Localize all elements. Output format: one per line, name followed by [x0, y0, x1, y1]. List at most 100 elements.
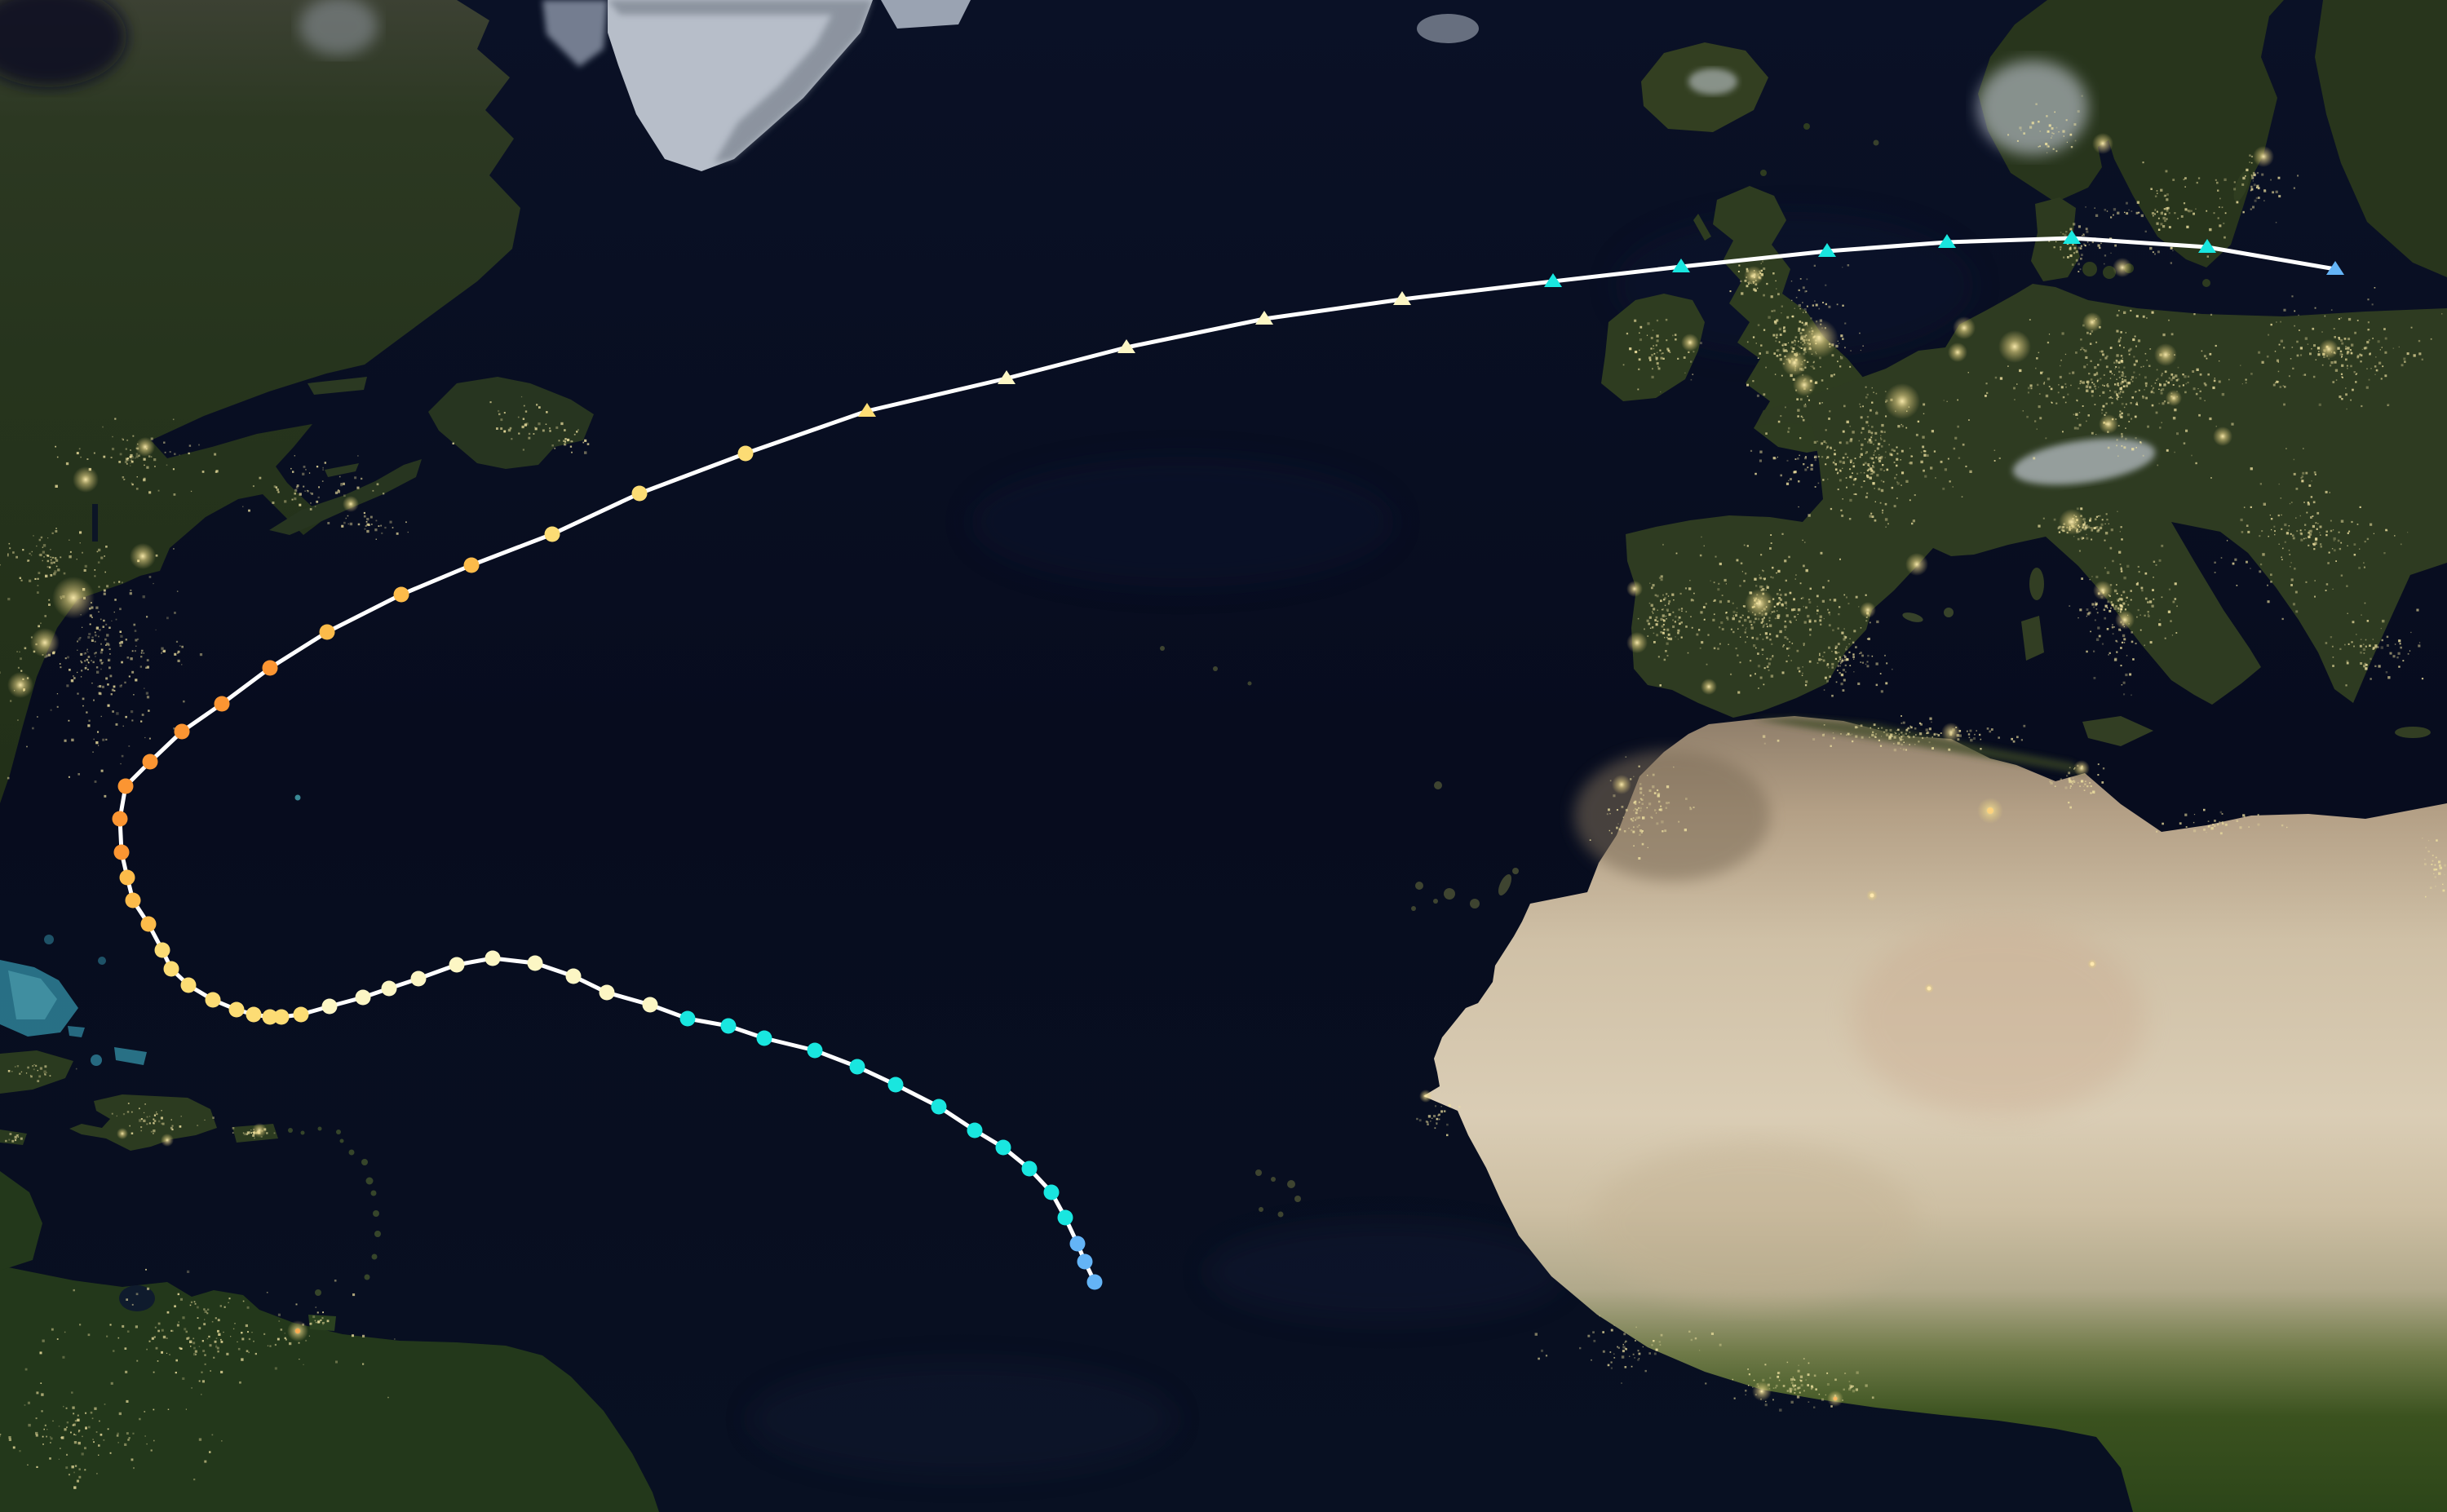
- crete: [2395, 727, 2431, 738]
- city-glow: [1998, 330, 2031, 363]
- city-glow: [2319, 339, 2339, 359]
- city-glow: [343, 496, 359, 512]
- city-glow: [2099, 414, 2118, 434]
- city-glow: [252, 1123, 267, 1138]
- track-point-circle: [995, 1139, 1011, 1156]
- hebrides: [1693, 214, 1711, 241]
- mallorca: [1902, 612, 1923, 622]
- track-point-circle: [527, 955, 543, 971]
- track-point-circle: [381, 980, 397, 997]
- track-point-circle: [849, 1059, 865, 1075]
- atlas-mountains: [1574, 750, 1770, 881]
- north-america-landmass: [0, 0, 594, 803]
- greenland-east-fragment: [881, 0, 971, 29]
- track-point-circle: [642, 997, 658, 1013]
- track-point-circle: [1021, 1161, 1038, 1177]
- track-point-circle: [737, 445, 754, 462]
- madeira: [1434, 781, 1442, 789]
- track-point-circle: [142, 754, 158, 770]
- track-point-circle: [180, 977, 197, 993]
- track-point-circle: [1057, 1209, 1073, 1226]
- city-glow: [73, 466, 99, 493]
- south-america: [0, 1171, 659, 1512]
- city-glow: [1948, 343, 1967, 362]
- city-glow: [1793, 374, 1816, 396]
- track-point-circle: [125, 892, 141, 909]
- track-point-circle: [273, 1009, 290, 1025]
- newfoundland-island: [428, 377, 594, 469]
- track-point-circle: [119, 869, 135, 886]
- cape-verde-islands: [1255, 1169, 1301, 1218]
- sea-ice-band: [542, 0, 608, 67]
- track-point-circle: [565, 968, 582, 984]
- city-glow: [2154, 343, 2177, 366]
- city-glow: [1884, 383, 1920, 419]
- track-point-circle: [228, 1001, 245, 1018]
- city-lights-glow: [7, 133, 2339, 1407]
- british-isles: [1601, 123, 1879, 453]
- atlantic-islands: [1160, 646, 1519, 1218]
- track-point-circle: [140, 916, 157, 932]
- nova-scotia: [269, 459, 422, 535]
- track-point-circle: [631, 485, 648, 502]
- track-point-triangle: [1117, 339, 1135, 353]
- track-point-circle: [214, 696, 230, 712]
- track-point-triangle: [1393, 291, 1411, 305]
- menorca: [1944, 608, 1954, 617]
- track-point-circle: [112, 811, 128, 827]
- city-glow: [1745, 589, 1774, 618]
- city-glow: [1626, 581, 1643, 597]
- track-point-circle: [262, 660, 278, 676]
- city-glow: [2253, 146, 2274, 167]
- city-glow: [52, 577, 95, 619]
- bermuda: [294, 794, 301, 801]
- track-point-circle: [163, 961, 179, 977]
- central-america: [0, 1171, 42, 1271]
- city-glow: [1781, 350, 1808, 376]
- city-glow: [1752, 1382, 1772, 1401]
- city-glow: [2115, 610, 2135, 630]
- hispaniola: [69, 1094, 217, 1151]
- iceland: [1641, 42, 1768, 132]
- city-glow: [1681, 334, 1699, 351]
- track-point-circle: [113, 844, 130, 860]
- algeria-coast-green: [1754, 718, 2088, 775]
- city-glow: [1860, 602, 1876, 618]
- track-point-circle: [174, 723, 190, 740]
- track-point-circle: [449, 957, 465, 973]
- city-glow: [7, 672, 33, 698]
- faroe-islands: [1873, 139, 1879, 146]
- caribbean-islands: [0, 794, 381, 1296]
- scandinavia: [1977, 0, 2447, 277]
- city-glow: [1701, 679, 1717, 695]
- track-point-triangle: [1255, 311, 1273, 325]
- city-glow: [30, 628, 60, 657]
- track-point-triangle: [1544, 273, 1562, 287]
- city-glow: [117, 1128, 128, 1139]
- track-point-triangle: [1938, 234, 1956, 248]
- track-point-circle: [807, 1042, 823, 1059]
- track-point-triangle: [1672, 259, 1690, 272]
- city-lights-speckle: [0, 95, 2446, 1489]
- city-glow: [2073, 760, 2090, 776]
- track-point-circle: [599, 984, 615, 1001]
- track-point-circle: [319, 624, 335, 640]
- track-point-circle: [154, 942, 170, 958]
- city-glow: [1905, 553, 1928, 576]
- track-point-circle: [355, 989, 371, 1006]
- europe-mainland: [1626, 284, 2447, 746]
- canary-islands: [1411, 868, 1519, 911]
- arctic-ice-patch: [299, 0, 378, 55]
- track-point-circle: [393, 586, 409, 603]
- track-point-circle: [262, 1009, 278, 1025]
- norway-snow-mountains: [1977, 60, 2088, 155]
- track-point-circle: [544, 526, 560, 542]
- track-point-circle: [205, 992, 221, 1008]
- anticosti-island: [308, 377, 367, 395]
- city-glow: [1626, 632, 1648, 653]
- track-point-circle: [321, 998, 338, 1015]
- ice-patch: [1417, 14, 1479, 43]
- track-point-triangle: [2063, 230, 2081, 244]
